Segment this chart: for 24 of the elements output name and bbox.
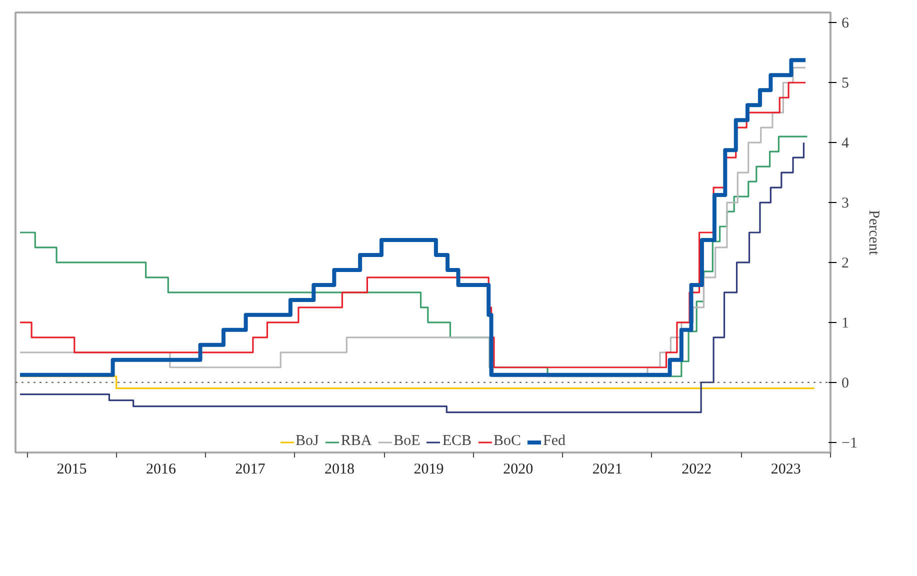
y-tick-label: 2 xyxy=(842,255,849,272)
legend-label: BoC xyxy=(494,433,522,450)
x-tick-label: 2022 xyxy=(682,462,712,478)
y-axis-title: Percent xyxy=(865,210,882,256)
y-tick-label: 6 xyxy=(842,16,850,32)
x-tick-label: 2015 xyxy=(56,462,87,478)
y-tick-label: 3 xyxy=(842,196,849,212)
x-tick-label: 2019 xyxy=(414,462,444,478)
legend-label: BoJ xyxy=(295,433,319,450)
y-tick-label: −1 xyxy=(842,435,858,452)
legend-label: ECB xyxy=(442,433,472,450)
y-tick-label: 1 xyxy=(842,315,849,332)
x-tick-label: 2020 xyxy=(503,462,534,478)
y-tick-label: 5 xyxy=(842,76,849,92)
x-tick-label: 2018 xyxy=(324,462,355,478)
legend-label: Fed xyxy=(543,433,566,450)
y-tick-label: 0 xyxy=(842,375,849,392)
legend-label: BoE xyxy=(394,433,420,450)
x-tick-label: 2016 xyxy=(146,462,177,478)
y-tick-label: 4 xyxy=(842,136,850,152)
x-tick-label: 2021 xyxy=(592,462,622,478)
x-tick-label: 2023 xyxy=(770,462,801,478)
legend-label: RBA xyxy=(340,433,372,450)
x-tick-label: 2017 xyxy=(235,462,266,478)
